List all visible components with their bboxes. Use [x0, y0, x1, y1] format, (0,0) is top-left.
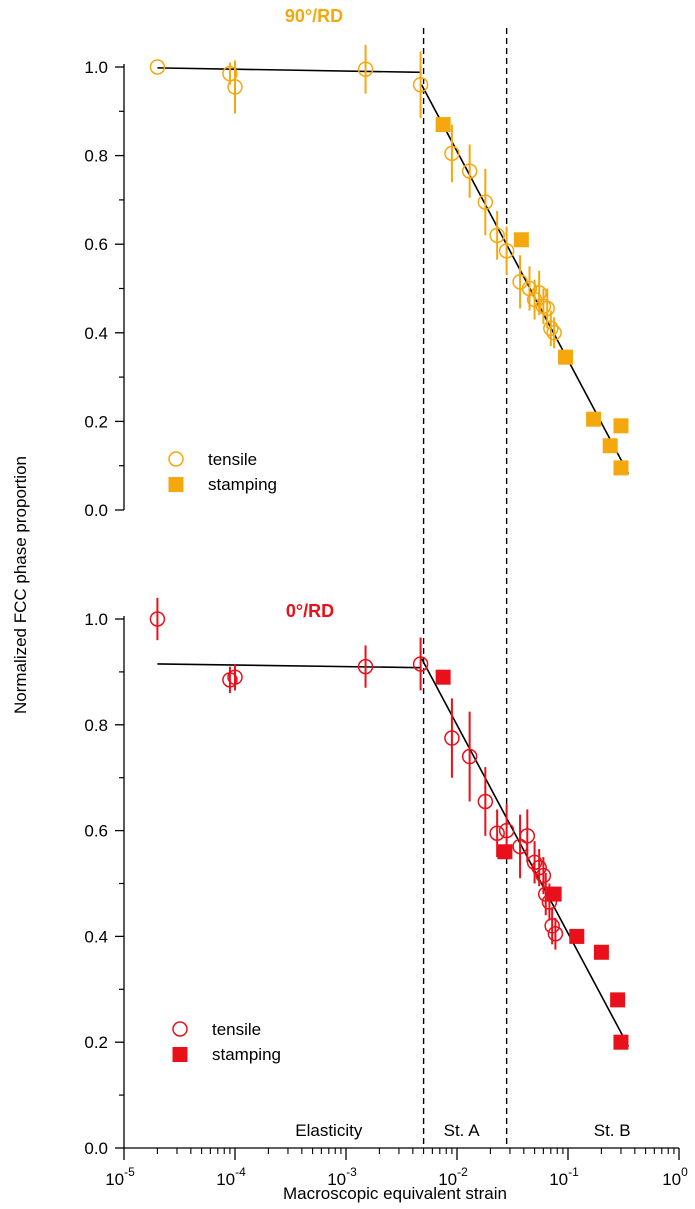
panel-0rd-legend-stamping-label: stamping: [212, 1045, 281, 1064]
y-tick-label: 0.8: [84, 716, 108, 735]
panel-0rd-stamping-point: [435, 669, 451, 685]
panel-90rd-tensile-point: [357, 61, 374, 77]
fit-lines-layer: [157, 28, 630, 1148]
panel-0rd-stamping-point: [569, 928, 585, 944]
panel-0rd-tensile-point: [526, 854, 543, 871]
panel-0rd-legend-stamping-marker: [172, 1047, 188, 1062]
panel-0rd-tensile-point: [357, 658, 374, 675]
panel-90rd-title: 90°/RD: [285, 6, 343, 26]
x-tick-label: 10-4: [216, 1165, 246, 1189]
x-tick-label-base: 10: [327, 1170, 346, 1189]
panel-0rd-stamping-point: [497, 844, 513, 860]
panel-0rd-tensile-point: [498, 822, 515, 839]
region-label: Elasticity: [295, 1121, 363, 1140]
x-axis-label: Macroscopic equivalent strain: [283, 1184, 507, 1203]
x-tick-label-exponent: -4: [235, 1165, 246, 1179]
panel-90rd-legend-tensile-label: tensile: [208, 450, 257, 469]
x-tick-label-exponent: -1: [568, 1165, 579, 1179]
panel-0rd-tensile-point: [547, 926, 564, 942]
panel-90rd-tensile-point: [498, 243, 515, 259]
panel-90rd-tensile-point: [149, 59, 166, 75]
panel-90rd-tensile-point: [222, 65, 238, 82]
panel-90rd-stamping-point: [602, 438, 618, 454]
panel-0rd-stamping-point: [613, 1034, 629, 1050]
x-tick-label: 10-1: [549, 1165, 579, 1189]
y-axis-label: Normalized FCC phase proportion: [11, 456, 30, 714]
panel-0rd-tensile-point: [489, 825, 505, 841]
panel-90rd-stamping-point: [613, 418, 629, 434]
y-tick-label: 1.0: [84, 58, 108, 77]
panel-0rd-tensile-point: [412, 656, 429, 672]
x-tick-label-base: 10: [662, 1170, 681, 1189]
panel-90rd-stamping-point: [435, 117, 451, 133]
panel-90rd-tensile-point: [546, 325, 562, 341]
panel-0rd-legend-tensile-label: tensile: [212, 1020, 261, 1039]
panel-90rd-tensile-point: [461, 163, 478, 179]
panel-90rd-fit-line: [420, 84, 630, 475]
x-tick-label-exponent: 0: [681, 1165, 688, 1179]
panel-0rd-tensile-point: [531, 859, 547, 876]
y-tick-label: 0.0: [84, 1139, 108, 1158]
y-tick-label: 0.2: [84, 1033, 108, 1052]
panel-0rd-stamping-point: [593, 944, 609, 960]
panel-90rd-tensile-point: [412, 76, 429, 93]
x-tick-label-base: 10: [216, 1170, 235, 1189]
y-tick-label: 1.0: [84, 610, 108, 629]
y-tick-label: 0.2: [84, 412, 108, 431]
panel-90rd-stamping-point: [586, 411, 602, 427]
region-label: St. B: [594, 1121, 631, 1140]
panel-90rd-legend-stamping-marker: [168, 477, 184, 492]
panel-90rd-tensile-point: [543, 320, 559, 337]
panel-90rd-stamping-point: [558, 349, 574, 365]
panel-0rd-tensile-point: [477, 793, 494, 810]
panel-0rd-fit-line: [420, 658, 630, 1047]
region-label: St. A: [444, 1121, 481, 1140]
panel-90rd-stamping-point: [613, 460, 629, 476]
panel-90rd-stamping-point: [513, 232, 529, 248]
x-tick-label-exponent: -3: [346, 1165, 357, 1179]
panel-90rd-legend-stamping-label: stamping: [208, 475, 277, 494]
y-tick-label: 0.6: [84, 822, 108, 841]
panel-0rd-fit-line: [157, 663, 422, 669]
panel-0rd-tensile-point: [227, 669, 243, 685]
panel-90rd-fit-line: [157, 67, 422, 74]
x-tick-label-exponent: -2: [457, 1165, 468, 1179]
x-tick-label-base: 10: [105, 1170, 124, 1189]
y-tick-label: 0.8: [84, 147, 108, 166]
panel-0rd-tensile-point: [444, 730, 460, 746]
panel-0rd-tensile-point: [535, 867, 552, 884]
y-tick-label: 0.0: [84, 501, 108, 520]
y-tick-label: 0.4: [84, 324, 108, 343]
x-tick-label: 10-3: [327, 1165, 357, 1189]
data-layer: [149, 44, 629, 1062]
x-tick-label: 10-5: [105, 1165, 135, 1189]
panel-90rd-tensile-point: [535, 298, 552, 314]
panel-0rd-tensile-point: [519, 828, 536, 844]
panel-0rd-tensile-point: [461, 748, 478, 765]
x-tick-label-base: 10: [549, 1170, 568, 1189]
x-tick-label: 100: [662, 1165, 688, 1189]
panel-90rd-tensile-point: [489, 227, 505, 244]
y-tick-label: 0.6: [84, 235, 108, 254]
x-tick-label-base: 10: [438, 1170, 457, 1189]
x-tick-label: 10-2: [438, 1165, 468, 1189]
panel-90rd-tensile-point: [477, 194, 494, 210]
panel-0rd-tensile-point: [149, 611, 166, 627]
panel-90rd-tensile-point: [444, 145, 460, 162]
panel-90rd-tensile-point: [227, 79, 243, 95]
panel-0rd-legend-tensile-marker: [172, 1021, 188, 1037]
panel-90rd-legend-tensile-marker: [168, 451, 184, 467]
text-layer: 0.0 0.2 0.4 0.6 0.8 1.0 90°/RD tensile stamping 0…: [84, 6, 688, 1189]
x-tick-label-exponent: -5: [124, 1165, 135, 1179]
panel-0rd-title: 0°/RD: [286, 601, 334, 621]
panel-0rd-tensile-point: [544, 918, 560, 934]
panel-0rd-stamping-point: [610, 992, 626, 1008]
axes-layer: [115, 64, 680, 1160]
panel-90rd-tensile-point: [539, 300, 555, 317]
panel-0rd-stamping-point: [546, 886, 562, 902]
y-tick-label: 0.4: [84, 927, 108, 946]
